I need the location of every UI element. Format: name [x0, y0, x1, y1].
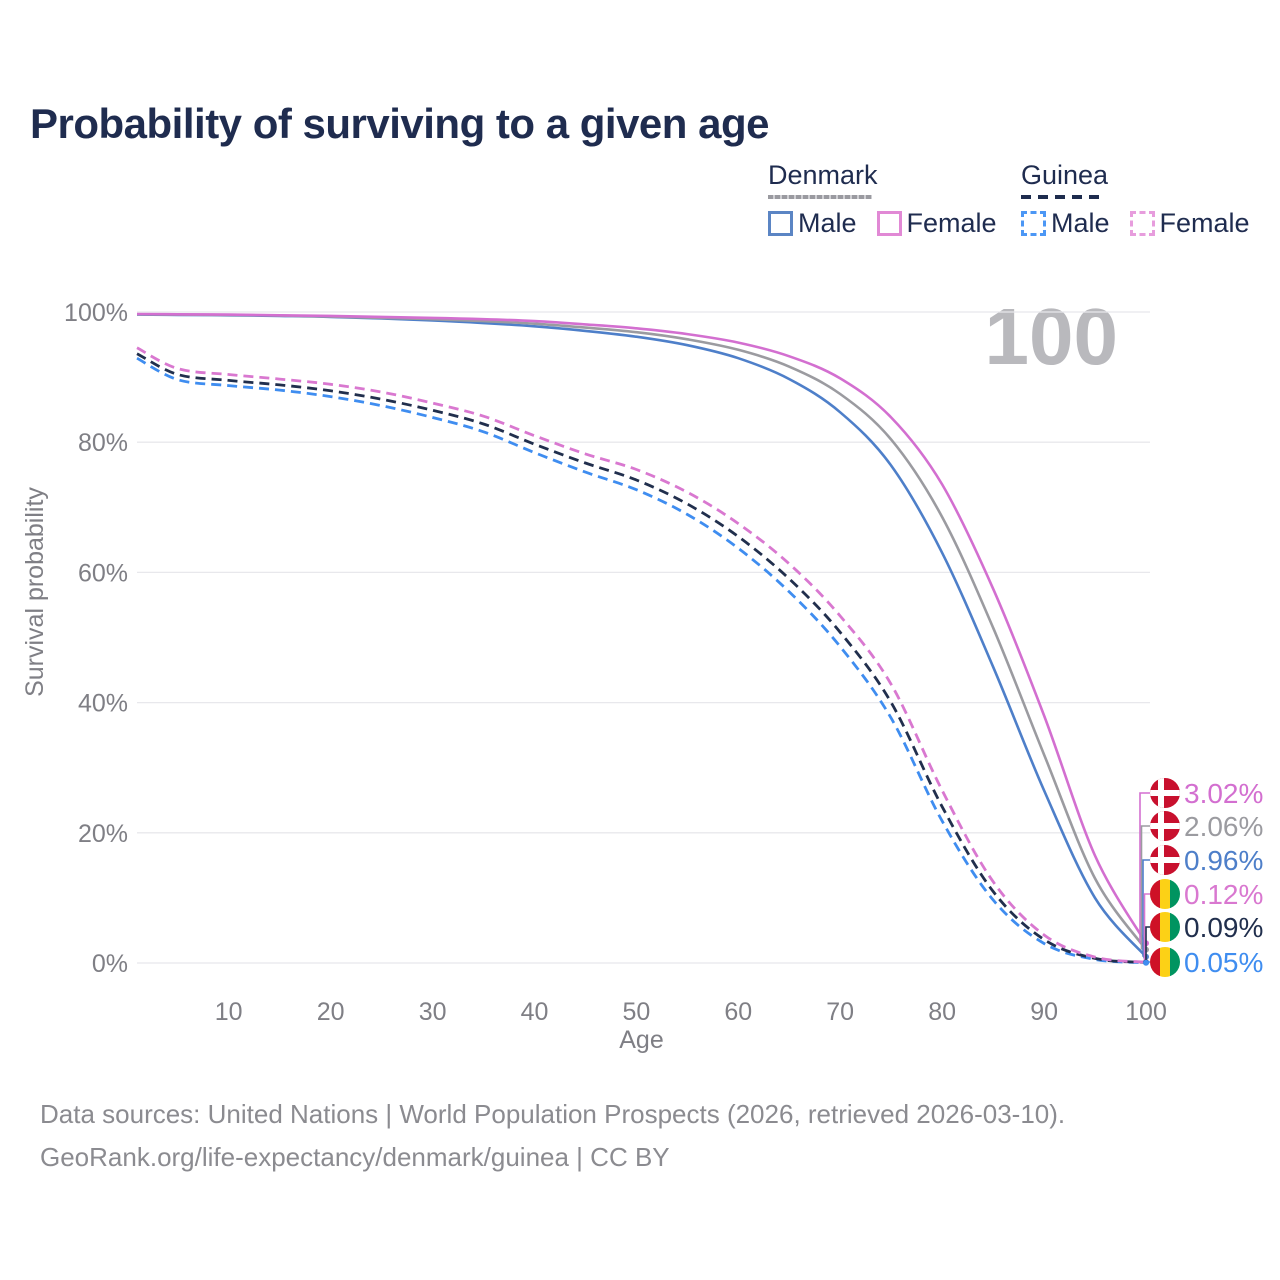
end-label-leader-guinea-male — [1146, 961, 1150, 963]
guinea-female-swatch-icon — [1129, 211, 1155, 236]
guinea-flag-icon — [1150, 879, 1180, 909]
legend-label-guinea-male: Male — [1051, 208, 1110, 238]
legend-item-guinea-female[interactable]: Female — [1129, 208, 1250, 239]
x-tick-label: 40 — [521, 998, 549, 1026]
x-tick-label: 80 — [928, 998, 956, 1026]
y-tick-label: 40% — [78, 690, 128, 718]
legend-item-denmark-female[interactable]: Female — [876, 208, 997, 239]
x-tick-label: 60 — [724, 998, 752, 1026]
x-tick-label: 70 — [826, 998, 854, 1026]
guinea-flag-icon — [1150, 912, 1180, 942]
x-tick-label: 10 — [215, 998, 243, 1026]
denmark-male-swatch-icon — [768, 211, 793, 236]
end-label-leader-denmark-female — [1139, 792, 1150, 944]
curve-denmark-female — [136, 312, 1148, 944]
guinea-flag-icon — [1150, 947, 1180, 977]
x-tick-label: 20 — [317, 998, 345, 1026]
denmark-female-swatch-icon — [876, 211, 902, 236]
curve-guinea-both — [136, 352, 1147, 964]
denmark-flag-icon — [1150, 845, 1180, 875]
footer: Data sources: United Nations | World Pop… — [40, 1093, 1065, 1179]
y-tick-label: 100% — [64, 299, 128, 327]
denmark-flag-icon — [1150, 811, 1180, 841]
age-watermark: 100 — [985, 292, 1118, 381]
x-tick-label: 90 — [1030, 998, 1058, 1026]
x-tick-label: 30 — [419, 998, 447, 1026]
end-label-denmark-female: 3.02% — [1184, 778, 1263, 809]
end-label-denmark-male: 0.96% — [1184, 845, 1263, 876]
legend-label-denmark-female: Female — [906, 208, 997, 238]
end-label-leader-guinea-both — [1145, 926, 1150, 963]
legend-label-guinea-female: Female — [1159, 208, 1250, 238]
footer-attribution: GeoRank.org/life-expectancy/denmark/guin… — [40, 1142, 670, 1172]
end-label-leader-guinea-female — [1143, 893, 1150, 963]
end-label-guinea-male: 0.05% — [1184, 947, 1263, 978]
curve-denmark-male — [136, 313, 1147, 958]
legend-item-denmark-male[interactable]: Male — [768, 208, 857, 239]
end-label-guinea-female: 0.12% — [1184, 879, 1263, 910]
y-tick-label: 20% — [78, 820, 128, 848]
y-tick-label: 60% — [78, 559, 128, 587]
y-axis-title: Survival probability — [21, 487, 49, 697]
page-title: Probability of surviving to a given age — [30, 100, 769, 148]
legend-title-guinea: Guinea — [1021, 160, 1109, 190]
x-axis-title: Age — [619, 1026, 663, 1054]
x-tick-label: 50 — [622, 998, 650, 1026]
curve-denmark-both — [136, 313, 1148, 951]
y-tick-label: 80% — [78, 429, 128, 457]
legend-label-denmark-male: Male — [798, 208, 857, 238]
y-tick-label: 0% — [92, 950, 128, 978]
denmark-line-style-swatch — [768, 195, 872, 199]
footer-data-sources: Data sources: United Nations | World Pop… — [40, 1099, 1066, 1129]
end-label-leader-denmark-both — [1140, 825, 1150, 950]
curve-guinea-female — [136, 346, 1147, 964]
legend-group-guinea: Guinea Male Female — [1021, 160, 1270, 239]
guinea-line-style-swatch — [1021, 195, 1105, 199]
x-tick-label: 100 — [1125, 998, 1167, 1026]
legend-item-guinea-male[interactable]: Male — [1021, 208, 1110, 239]
guinea-male-swatch-icon — [1021, 211, 1046, 236]
end-label-denmark-both: 2.06% — [1184, 811, 1263, 842]
legend-items-denmark: Male Female — [768, 208, 1017, 239]
legend-title-denmark: Denmark — [768, 160, 878, 190]
curve-guinea-male — [136, 356, 1147, 965]
end-label-guinea-both: 0.09% — [1184, 912, 1263, 943]
legend-group-denmark: Denmark Male Female — [768, 160, 1017, 239]
denmark-flag-icon — [1150, 778, 1180, 808]
legend-items-guinea: Male Female — [1021, 208, 1270, 239]
end-label-leader-denmark-male — [1142, 859, 1150, 957]
